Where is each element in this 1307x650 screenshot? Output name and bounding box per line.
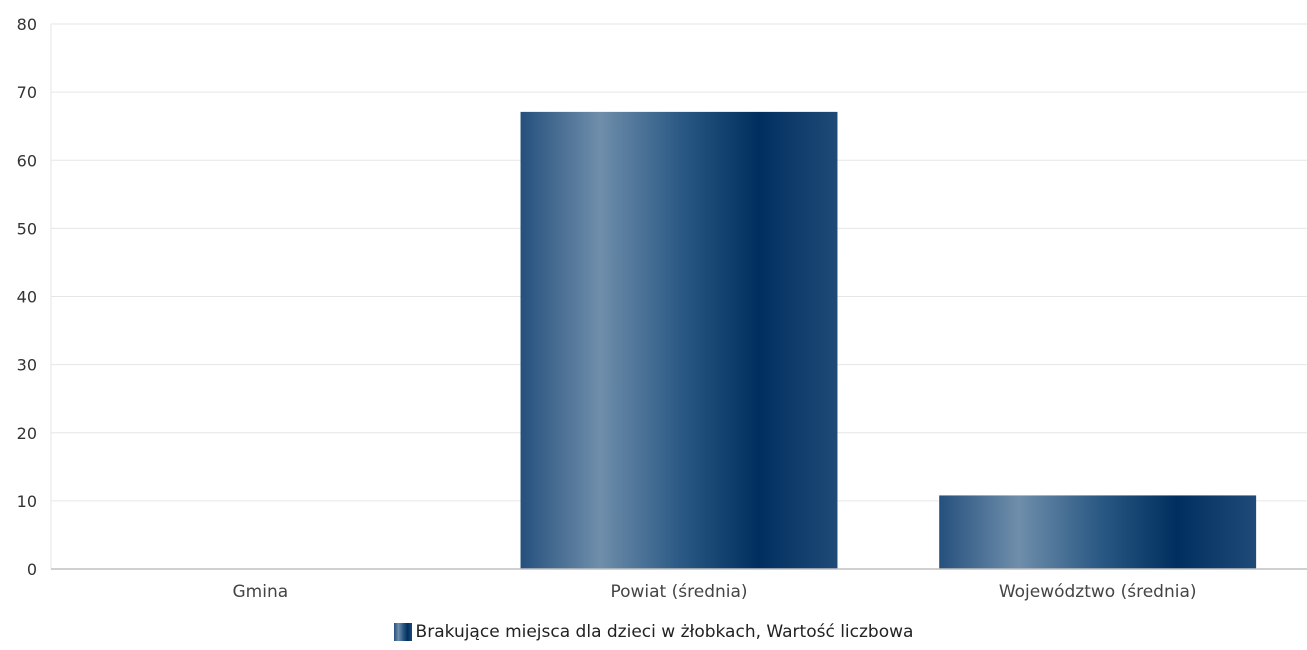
y-tick-label: 30: [17, 356, 37, 375]
bar[interactable]: [939, 495, 1257, 569]
y-tick-label: 50: [17, 219, 37, 238]
y-tick-label: 10: [17, 492, 37, 511]
y-axis-ticks: 0 10 20 30 40 50 60 70 80: [17, 15, 37, 579]
bar[interactable]: [520, 111, 838, 569]
y-tick-label: 20: [17, 424, 37, 443]
x-category-label: Powiat (średnia): [610, 582, 747, 602]
y-tick-label: 40: [17, 288, 37, 307]
bars: [520, 111, 1257, 569]
x-axis-categories: Gmina Powiat (średnia) Województwo (średni…: [233, 582, 1197, 602]
x-category-label: Gmina: [233, 582, 289, 602]
legend-swatch: [393, 623, 412, 641]
y-tick-label: 80: [17, 15, 37, 34]
legend-item[interactable]: Brakujące miejsca dla dzieci w żłobkach,…: [393, 622, 914, 642]
legend-label: Brakujące miejsca dla dzieci w żłobkach,…: [415, 622, 914, 642]
y-tick-label: 60: [17, 151, 37, 170]
legend: Brakujące miejsca dla dzieci w żłobkach,…: [0, 622, 1307, 642]
x-category-label: Województwo (średnia): [999, 582, 1197, 602]
y-tick-label: 0: [27, 560, 37, 579]
y-tick-label: 70: [17, 83, 37, 102]
